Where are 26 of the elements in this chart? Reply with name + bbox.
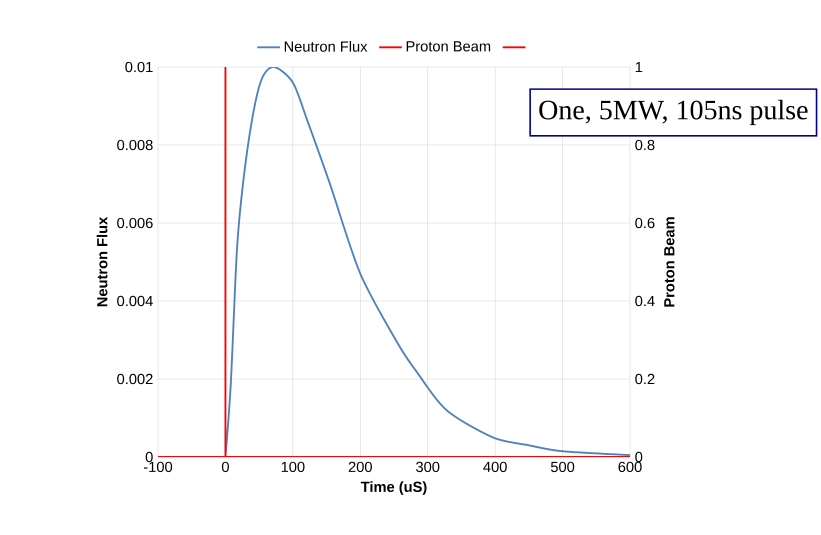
y2-tick-label: 0.8 [635, 140, 654, 150]
y-tick-label: 0.01 [125, 62, 153, 72]
x-tick-label: 600 [618, 462, 642, 472]
x-tick-label: 100 [282, 462, 305, 472]
y2-tick-label: 0.4 [635, 296, 655, 306]
y2-tick-label: 0 [635, 452, 642, 462]
x-tick-label: 500 [550, 462, 574, 472]
x-axis-title: Time (uS) [360, 481, 427, 495]
x-tick-label: -100 [144, 462, 172, 472]
y-tick-label: 0.002 [117, 374, 153, 384]
legend-label: Neutron Flux [284, 40, 368, 52]
y2-tick-label: 0.6 [635, 218, 654, 228]
x-tick-label: 300 [416, 462, 440, 472]
y-axis-title: Neutron Flux [96, 216, 108, 306]
y-tick-label: 0.008 [117, 140, 153, 150]
x-tick-label: 400 [483, 462, 507, 472]
y-tick-label: 0 [146, 452, 153, 462]
x-tick-label: 200 [348, 462, 372, 472]
annotation: One, 5MW, 105ns pulse [539, 100, 808, 126]
x-tick-label: 0 [222, 462, 229, 472]
y2-axis-title: Proton Beam [664, 217, 674, 307]
y2-tick-label: 0.2 [635, 374, 654, 384]
y-tick-label: 0.006 [117, 218, 153, 228]
legend-label: Proton Beam [406, 41, 490, 52]
y-tick-label: 0.004 [117, 296, 153, 306]
y2-tick-label: 1 [636, 62, 642, 72]
